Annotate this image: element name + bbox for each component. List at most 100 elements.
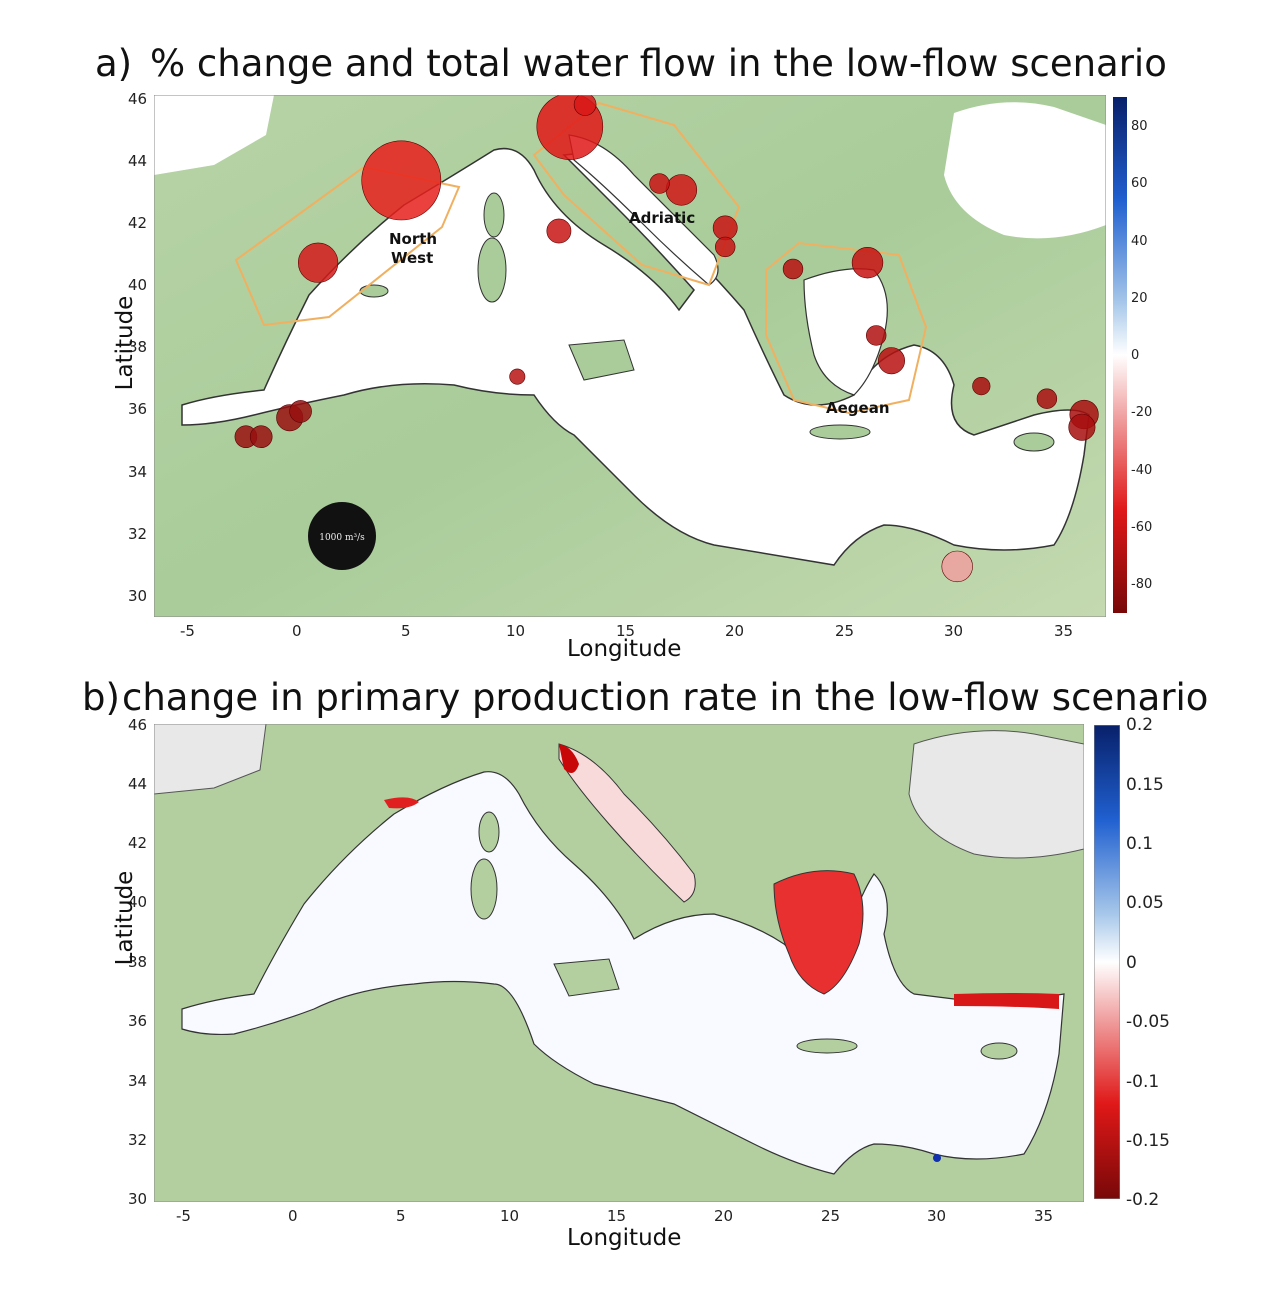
cbtick: -0.2 [1126,1190,1160,1210]
label-west: West [391,249,433,267]
panel-a-title: % change and total water flow in the low… [150,42,1167,85]
river-mouth-marker [249,425,273,449]
cbtick: -0.15 [1126,1131,1170,1151]
river-mouth-marker [941,550,973,583]
river-mouth-marker [712,215,738,241]
cbtick: 60 [1131,176,1148,191]
adriatic-hotspot [559,744,579,773]
label-adriatic: Adriatic [629,209,695,227]
ytick: 34 [128,463,148,481]
cyprus [980,1042,1018,1060]
legend-flow-label: 1000 m³/s [319,533,365,543]
ytick: 36 [128,1012,148,1030]
ytick: 42 [128,214,148,232]
river-mouth-marker [851,247,884,279]
adriatic-sea [558,743,696,903]
aegean-sea [773,870,864,995]
ytick: 38 [128,953,148,971]
xtick: 0 [292,622,302,640]
label-aegean: Aegean [826,399,890,417]
river-mouth-marker [649,173,670,194]
balearic [359,284,389,298]
adriatic-sea [568,134,719,286]
ytick: 40 [128,276,148,294]
ytick: 36 [128,400,148,418]
panel-a-letter: a) [95,42,133,85]
panel-b-title: change in primary production rate in the… [122,676,1209,719]
cbtick: 80 [1131,119,1148,134]
xtick: 5 [401,622,411,640]
ytick: 44 [128,775,148,793]
region-aegean-outline [765,241,928,415]
sicily [568,339,635,381]
panel-b-xlabel: Longitude [567,1225,682,1251]
sicily [553,958,620,997]
label-north: North [389,230,437,248]
xtick: 10 [506,622,526,640]
river-mouth-marker [1068,413,1096,441]
xtick: 10 [500,1207,520,1225]
xtick: 15 [607,1207,627,1225]
ytick: 42 [128,834,148,852]
panel-a-xlabel: Longitude [567,636,682,662]
river-mouth-marker [665,174,698,206]
xtick: 35 [1054,622,1074,640]
panel-a-ylabel: Latitude [112,295,138,391]
river-mouth-marker [573,95,597,116]
levant-hotspot [954,993,1059,1009]
cbtick: -40 [1131,463,1153,478]
river-mouth-marker [865,325,887,346]
cbtick: 40 [1131,234,1148,249]
black-sea [944,102,1106,239]
river-mouth-marker [714,236,736,258]
xtick: 20 [725,622,745,640]
ytick: 32 [128,1131,148,1149]
cbtick: 0.15 [1126,775,1164,795]
panel-b-map [154,724,1084,1202]
river-mouth-marker [972,377,991,396]
xtick: 5 [396,1207,406,1225]
cbtick: -20 [1131,405,1153,420]
sardinia [470,858,498,920]
sardinia [477,237,507,303]
cbtick: 0 [1131,348,1140,363]
panel-b-colorbar [1094,725,1120,1199]
river-mouth-marker [877,347,905,375]
river-mouth-marker [1036,388,1058,409]
cbtick: -0.1 [1126,1072,1160,1092]
xtick: 35 [1034,1207,1054,1225]
black-sea [908,730,1084,859]
crete [796,1038,858,1054]
cbtick: 20 [1131,291,1148,306]
gulf-of-lion-hotspot [384,797,419,809]
river-mouth-marker [289,400,312,423]
panel-b-letter: b) [82,676,120,719]
xtick: 15 [616,622,636,640]
ytick: 30 [128,1190,148,1208]
cbtick: -80 [1131,577,1153,592]
nile-hotspot [933,1154,941,1162]
crete [809,424,871,440]
cbtick: -60 [1131,520,1153,535]
cbtick: 0 [1126,953,1137,973]
xtick: 30 [944,622,964,640]
bay-of-biscay [154,95,274,175]
river-mouth-marker [509,368,526,385]
cbtick: -0.05 [1126,1012,1170,1032]
ytick: 38 [128,338,148,356]
corsica [483,192,505,238]
river-mouth-marker [298,242,339,283]
river-mouth-marker [361,140,442,221]
xtick: 25 [835,622,855,640]
cbtick: 0.05 [1126,893,1164,913]
ytick: 46 [128,716,148,734]
cyprus [1013,432,1055,452]
river-mouth-marker [546,218,572,244]
ytick: 40 [128,893,148,911]
cbtick: 0.2 [1126,715,1154,735]
xtick: 0 [288,1207,298,1225]
corsica [478,811,500,853]
ytick: 32 [128,525,148,543]
ytick: 44 [128,152,148,170]
tyrrhenian-sea [484,215,629,355]
